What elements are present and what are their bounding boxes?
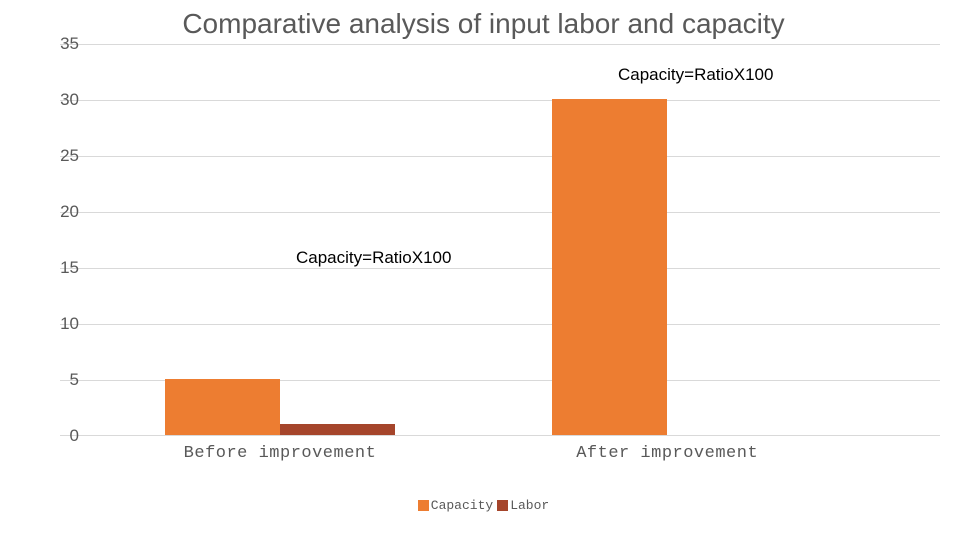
legend-item: Capacity xyxy=(418,498,493,513)
y-tick-label: 5 xyxy=(29,370,79,390)
bar-capacity xyxy=(552,99,667,435)
legend-item: Labor xyxy=(497,498,549,513)
legend-swatch xyxy=(418,500,429,511)
y-tick-label: 0 xyxy=(29,426,79,446)
bar-labor xyxy=(280,424,395,435)
y-tick-label: 10 xyxy=(29,314,79,334)
legend-label: Labor xyxy=(510,498,549,513)
x-tick-label: After improvement xyxy=(527,444,807,463)
y-tick-label: 35 xyxy=(29,34,79,54)
gridline xyxy=(60,212,940,213)
bar-capacity xyxy=(165,379,280,435)
chart-container: Comparative analysis of input labor and … xyxy=(0,0,967,550)
x-tick-label: Before improvement xyxy=(140,444,420,463)
annotation: Capacity=RatioX100 xyxy=(296,248,451,268)
annotation: Capacity=RatioX100 xyxy=(618,65,773,85)
chart-title: Comparative analysis of input labor and … xyxy=(0,8,967,40)
gridline xyxy=(60,44,940,45)
y-tick-label: 20 xyxy=(29,202,79,222)
legend-label: Capacity xyxy=(431,498,493,513)
y-tick-label: 15 xyxy=(29,258,79,278)
gridline xyxy=(60,100,940,101)
legend: Capacity Labor xyxy=(0,498,967,516)
gridline xyxy=(60,156,940,157)
gridline xyxy=(60,268,940,269)
y-tick-label: 25 xyxy=(29,146,79,166)
y-tick-label: 30 xyxy=(29,90,79,110)
legend-swatch xyxy=(497,500,508,511)
gridline xyxy=(60,324,940,325)
plot-area: Capacity=RatioX100 Capacity=RatioX100 xyxy=(60,44,940,436)
